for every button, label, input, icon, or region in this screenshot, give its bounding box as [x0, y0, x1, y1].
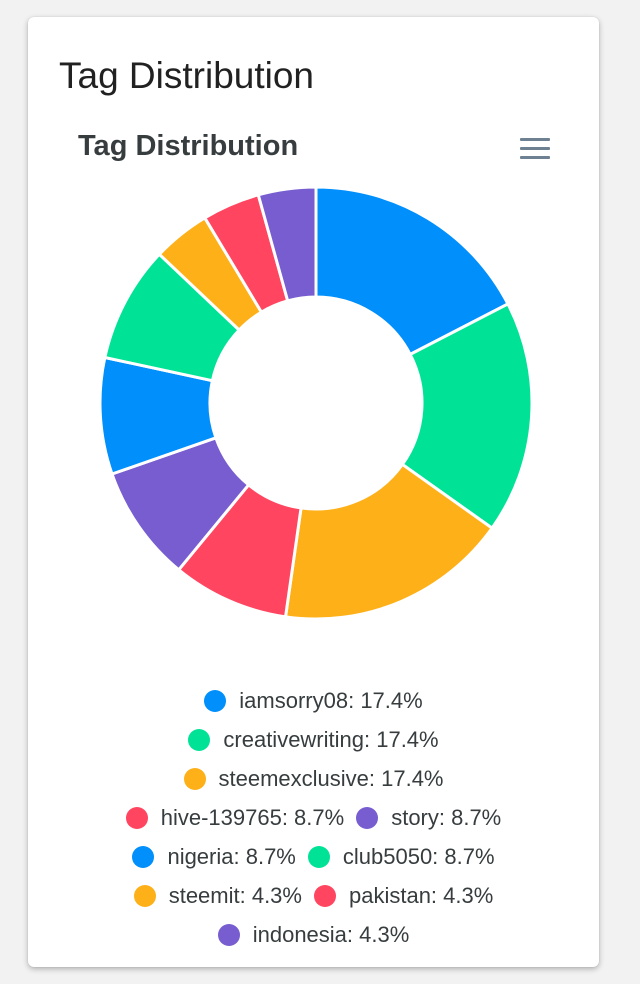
legend-label: iamsorry08: 17.4% [239, 687, 423, 713]
legend-label: story: 8.7% [391, 804, 502, 830]
donut-chart [98, 185, 534, 621]
legend-label: steemexclusive: 17.4% [218, 765, 444, 791]
legend-marker [356, 806, 379, 829]
legend-label: creativewriting: 17.4% [223, 726, 439, 752]
legend-label: steemit: 4.3% [168, 882, 302, 908]
legend-item-nigeria[interactable]: nigeria: 8.7% [132, 843, 296, 870]
legend-marker [204, 689, 227, 712]
hamburger-menu-icon[interactable] [515, 134, 553, 164]
legend-label: indonesia: 4.3% [252, 921, 410, 947]
legend-marker [133, 884, 156, 907]
legend-item-pakistan[interactable]: pakistan: 4.3% [313, 882, 494, 909]
legend-row: nigeria: 8.7% club5050: 8.7% [126, 837, 500, 876]
legend-row: steemexclusive: 17.4% [178, 759, 450, 798]
donut-slice-creativewriting[interactable] [400, 301, 534, 531]
donut-slice-steemexclusive[interactable] [283, 462, 495, 621]
legend-row: steemit: 4.3% pakistan: 4.3% [128, 876, 500, 915]
legend-row: hive-139765: 8.7% story: 8.7% [120, 798, 508, 837]
legend-label: nigeria: 8.7% [167, 843, 296, 869]
donut-slice-iamsorry08[interactable] [314, 185, 510, 357]
legend-label: hive-139765: 8.7% [160, 804, 345, 830]
legend-label: club5050: 8.7% [342, 843, 495, 869]
chart-legend: iamsorry08: 17.4% creativewriting: 17.4% s… [28, 681, 599, 954]
legend-marker [183, 767, 206, 790]
legend-item-story[interactable]: story: 8.7% [356, 805, 501, 831]
card-title: Tag Distribution [59, 55, 315, 96]
legend-marker [217, 923, 240, 946]
legend-row: iamsorry08: 17.4% [198, 681, 428, 720]
legend-item-steemit[interactable]: steemit: 4.3% [133, 882, 302, 909]
legend-marker [313, 884, 336, 907]
legend-marker [188, 728, 211, 751]
legend-marker [132, 845, 155, 868]
legend-row: creativewriting: 17.4% [182, 720, 444, 759]
chart-title: Tag Distribution [78, 130, 299, 162]
legend-item-hive-139765[interactable]: hive-139765: 8.7% [125, 804, 345, 831]
legend-label: pakistan: 4.3% [348, 882, 494, 908]
legend-item-indonesia[interactable]: indonesia: 4.3% [217, 921, 410, 948]
legend-row: indonesia: 4.3% [212, 915, 416, 954]
chart-card: Tag Distribution Tag Distribution iamsor… [28, 17, 599, 967]
donut-slice-indonesia[interactable] [256, 185, 318, 303]
legend-item-creativewriting[interactable]: creativewriting: 17.4% [188, 726, 439, 753]
legend-marker [125, 806, 148, 829]
legend-item-steemexclusive[interactable]: steemexclusive: 17.4% [183, 765, 444, 792]
legend-marker [307, 845, 330, 868]
legend-item-iamsorry08[interactable]: iamsorry08: 17.4% [204, 687, 423, 714]
legend-item-club5050[interactable]: club5050: 8.7% [307, 843, 495, 870]
